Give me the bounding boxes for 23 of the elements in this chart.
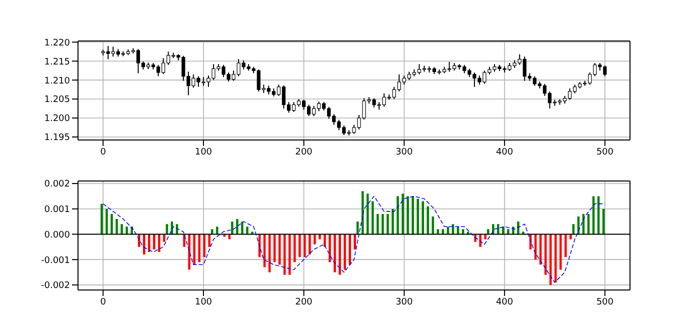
y-tick-label: -0.002 xyxy=(40,281,70,292)
y-tick-label: 1.220 xyxy=(44,38,70,48)
y-tick-label: 0.002 xyxy=(44,180,70,190)
x-tick-label: 500 xyxy=(596,297,614,308)
x-tick-label: 400 xyxy=(496,147,514,158)
y-tick-label: 0.000 xyxy=(44,230,70,240)
y-tick-label: 0.001 xyxy=(44,205,70,216)
y-tick-label: 1.195 xyxy=(44,133,70,144)
y-tick-label: -0.001 xyxy=(40,256,70,266)
x-tick-label: 400 xyxy=(496,297,514,308)
x-tick-label: 200 xyxy=(295,297,313,308)
y-tick-label: 1.200 xyxy=(44,114,70,124)
x-tick-label: 0 xyxy=(100,147,106,158)
x-tick-label: 300 xyxy=(396,297,414,308)
y-tick-label: 1.205 xyxy=(44,95,70,106)
x-tick-label: 100 xyxy=(194,297,212,308)
y-tick-label: 1.215 xyxy=(44,57,70,68)
y-tick-label: 1.210 xyxy=(44,76,70,86)
x-tick-label: 200 xyxy=(295,147,313,158)
x-tick-label: 100 xyxy=(194,147,212,158)
x-tick-label: 0 xyxy=(100,297,106,308)
x-tick-label: 500 xyxy=(596,147,614,158)
x-tick-label: 300 xyxy=(396,147,414,158)
